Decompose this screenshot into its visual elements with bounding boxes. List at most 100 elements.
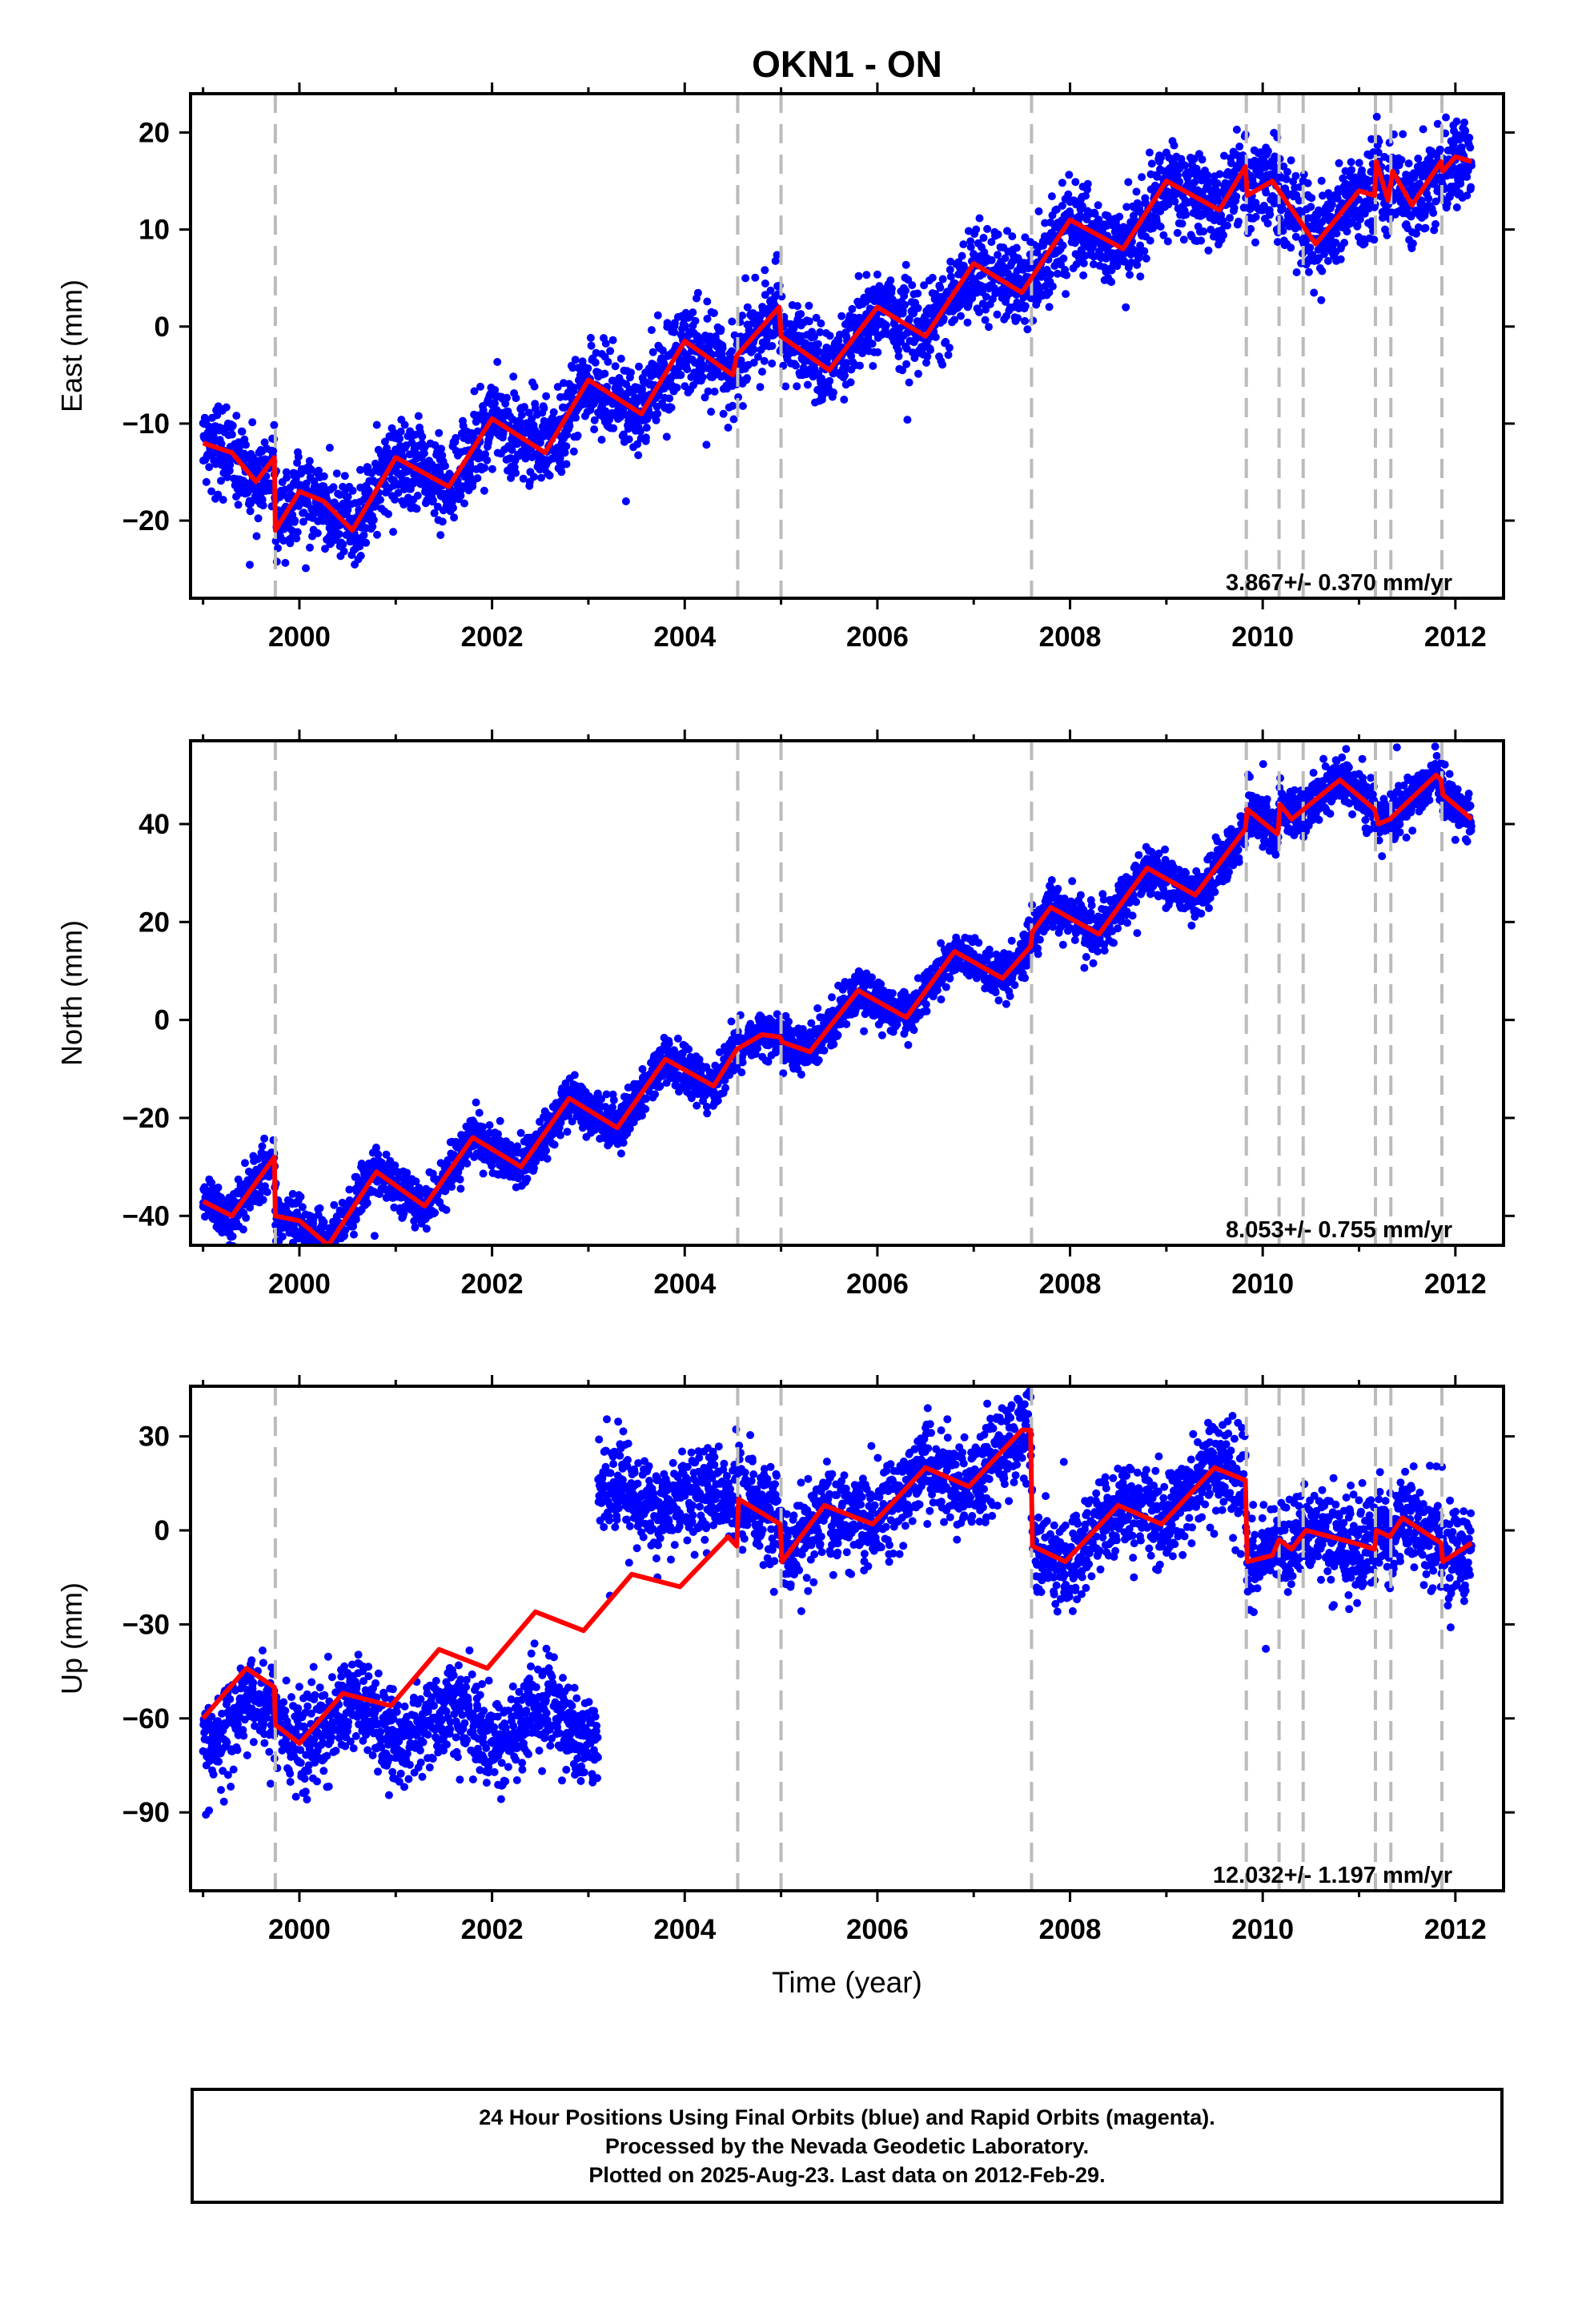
observation-point — [862, 271, 871, 279]
observation-point — [959, 240, 968, 249]
observation-point — [480, 464, 489, 472]
observation-point — [223, 472, 231, 481]
observation-point — [942, 338, 950, 347]
observation-point — [1355, 195, 1363, 204]
observation-point — [634, 451, 643, 460]
observation-point — [728, 317, 737, 326]
observation-point — [452, 433, 460, 442]
observation-point — [1178, 219, 1186, 228]
observation-point — [479, 1123, 488, 1132]
observation-point — [207, 487, 216, 496]
observation-point — [376, 496, 384, 505]
observation-point — [936, 283, 945, 292]
observation-point — [512, 468, 520, 477]
observation-point — [586, 333, 595, 342]
observation-point — [562, 460, 571, 468]
observation-point — [1374, 148, 1383, 157]
observation-point — [738, 402, 747, 410]
observation-point — [412, 505, 421, 513]
observation-point — [709, 309, 718, 317]
observation-point — [389, 528, 398, 537]
observations-east — [199, 112, 1476, 573]
observation-point — [339, 547, 348, 556]
observation-point — [327, 1247, 335, 1255]
observation-point — [1021, 302, 1030, 311]
observation-point — [384, 509, 392, 518]
observation-point — [1460, 119, 1469, 127]
observation-point — [313, 529, 322, 537]
observation-point — [1082, 191, 1090, 200]
observation-point — [572, 413, 580, 422]
observation-point — [901, 286, 909, 295]
observation-point — [1126, 271, 1134, 279]
observation-point — [719, 409, 728, 418]
observation-point — [1463, 172, 1472, 181]
observation-point — [296, 1192, 305, 1201]
observation-point — [481, 450, 490, 459]
observation-point — [364, 486, 373, 495]
observation-point — [318, 1248, 326, 1256]
observation-point — [259, 501, 267, 510]
observation-point — [1156, 223, 1165, 231]
observation-point — [573, 431, 582, 440]
observation-point — [1358, 166, 1366, 175]
observation-point — [691, 316, 700, 325]
observation-point — [1430, 226, 1439, 235]
observation-point — [371, 1144, 380, 1152]
observation-point — [658, 346, 667, 355]
observation-point — [292, 534, 301, 543]
observation-point — [1429, 208, 1438, 217]
observation-point — [418, 432, 427, 441]
observation-point — [248, 418, 257, 427]
observation-point — [982, 305, 990, 314]
observation-point — [556, 1131, 564, 1140]
observation-point — [608, 336, 617, 344]
observation-point — [729, 401, 737, 410]
observation-point — [1463, 191, 1472, 200]
observation-point — [512, 394, 520, 403]
observation-point — [922, 358, 930, 367]
observation-point — [217, 476, 225, 485]
observation-point — [514, 438, 523, 447]
observation-point — [1071, 178, 1080, 187]
observation-point — [1115, 212, 1124, 221]
observation-point — [1066, 211, 1074, 219]
observation-point — [1058, 201, 1066, 210]
observation-point — [1170, 141, 1178, 150]
observation-point — [799, 364, 808, 372]
observation-point — [529, 472, 538, 481]
observation-point — [792, 361, 800, 370]
observation-point — [841, 371, 849, 380]
observation-point — [718, 344, 727, 352]
observation-point — [957, 312, 965, 320]
observation-point — [1335, 159, 1343, 167]
observation-point — [531, 404, 540, 413]
observation-point — [761, 291, 769, 300]
observation-point — [901, 300, 909, 309]
observation-point — [431, 441, 440, 449]
observation-point — [269, 447, 278, 455]
observation-point — [857, 337, 866, 346]
observation-point — [1273, 238, 1282, 247]
observation-point — [337, 1250, 345, 1258]
observation-point — [894, 346, 902, 355]
observation-point — [1412, 229, 1420, 238]
observation-point — [324, 1256, 332, 1265]
observation-point — [587, 341, 596, 350]
observation-point — [1307, 194, 1316, 203]
observation-point — [743, 303, 752, 312]
observation-point — [1371, 200, 1379, 209]
panel-north: 2000 2002 2004 2006 2008 2010 2012−40−2002040N… — [55, 730, 1515, 1300]
observation-point — [319, 1249, 327, 1257]
observation-point — [1235, 143, 1244, 151]
observation-point — [1203, 171, 1212, 179]
observation-point — [624, 435, 633, 444]
observation-point — [436, 531, 445, 540]
observation-point — [420, 449, 428, 458]
observation-point — [563, 1128, 572, 1136]
observation-point — [854, 271, 863, 280]
observation-point — [749, 345, 758, 354]
observation-point — [349, 1222, 357, 1231]
observation-point — [815, 348, 823, 356]
observation-point — [1355, 159, 1363, 167]
